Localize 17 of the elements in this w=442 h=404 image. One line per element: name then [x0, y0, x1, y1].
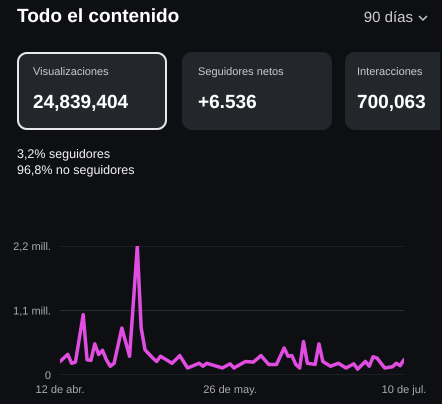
chart-title: Todo el contenido [17, 6, 180, 28]
x-tick-label: 26 de may. [203, 384, 257, 396]
text: Visualizaciones [33, 66, 110, 78]
text: Seguidores netos [198, 66, 285, 78]
x-tick-label: 12 de abr. [36, 384, 84, 396]
text: +6.536 [198, 92, 258, 114]
x-tick-label: 10 de jul. [382, 384, 426, 396]
text: 90 días [364, 9, 413, 26]
text: 24,839,404 [33, 92, 130, 114]
text: 700,063 [357, 92, 427, 114]
line-series [60, 246, 404, 371]
text: 3,2% seguidores [17, 147, 110, 161]
text: Interacciones [357, 66, 424, 78]
y-tick-label: 2,2 mill. [13, 240, 51, 253]
text: 96,8% no seguidores [17, 163, 134, 177]
y-tick-label: 0 [44, 370, 51, 382]
y-tick-label: 1,1 mill. [13, 305, 51, 318]
